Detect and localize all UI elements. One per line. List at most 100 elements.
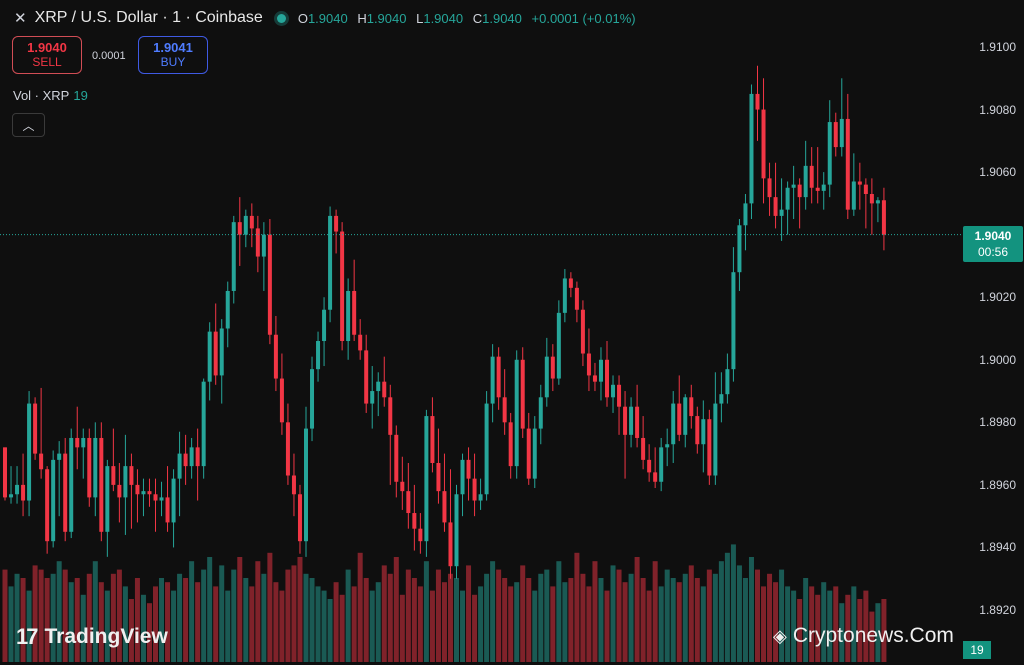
high-label: H bbox=[357, 10, 367, 26]
buy-button[interactable]: 1.9041 BUY bbox=[138, 36, 208, 74]
candle-body bbox=[243, 215, 248, 235]
candle-body bbox=[364, 350, 369, 404]
volume-bar bbox=[225, 590, 231, 662]
volume-bar bbox=[718, 561, 724, 662]
price-tick-label: 1.9100 bbox=[979, 40, 1016, 54]
volume-bar bbox=[153, 586, 158, 662]
volume-bar bbox=[791, 590, 797, 662]
candle-body bbox=[105, 466, 110, 532]
candle-body bbox=[165, 497, 170, 523]
volume-bar bbox=[32, 565, 38, 662]
volume-bar bbox=[634, 557, 640, 662]
volume-bar bbox=[447, 573, 453, 662]
candle-body bbox=[544, 356, 549, 398]
volume-bar bbox=[851, 586, 857, 662]
volume-bar bbox=[712, 573, 718, 662]
volume-bar bbox=[387, 573, 393, 662]
volume-bar bbox=[267, 552, 273, 662]
symbol-title[interactable]: XRP / U.S. Dollar · 1 · Coinbase bbox=[34, 9, 263, 26]
volume-bar bbox=[616, 569, 622, 662]
candle-body bbox=[171, 478, 176, 523]
volume-bar bbox=[466, 565, 472, 662]
volume-bar bbox=[140, 594, 146, 662]
candle-body bbox=[87, 437, 92, 498]
chevron-up-icon[interactable]: ︿ bbox=[12, 113, 45, 137]
candle-body bbox=[749, 93, 754, 204]
sell-button[interactable]: 1.9040 SELL bbox=[12, 36, 82, 74]
candle-body bbox=[647, 459, 652, 473]
candle-body bbox=[556, 312, 561, 379]
price-tick-label: 1.9020 bbox=[979, 290, 1016, 305]
candle-body bbox=[623, 406, 628, 435]
volume-bar bbox=[658, 586, 664, 662]
volume-legend[interactable]: Vol · XRP 19 bbox=[13, 88, 88, 103]
candle-body bbox=[358, 334, 363, 351]
candle-body bbox=[201, 381, 206, 467]
close-icon[interactable]: ✕ bbox=[14, 10, 27, 27]
volume-bar bbox=[827, 590, 833, 662]
tradingview-logo: 17 TradingView bbox=[16, 624, 168, 650]
cryptonews-watermark: ◈ Cryptonews.Com bbox=[773, 624, 954, 648]
candle-body bbox=[605, 359, 609, 398]
volume-bar bbox=[490, 561, 496, 662]
candle-body bbox=[219, 328, 224, 376]
volume-bar bbox=[785, 586, 791, 662]
candle-body bbox=[183, 453, 188, 467]
candle-body bbox=[189, 447, 194, 467]
buy-price: 1.9041 bbox=[153, 40, 193, 55]
volume-bar bbox=[502, 578, 508, 662]
candle-body bbox=[57, 453, 62, 460]
volume-bar bbox=[369, 590, 375, 662]
bar-countdown: 00:56 bbox=[977, 245, 1009, 259]
candle-body bbox=[568, 278, 573, 288]
candle-body bbox=[442, 491, 447, 523]
volume-bar bbox=[243, 578, 249, 662]
candle-body bbox=[845, 118, 850, 210]
candle-body bbox=[683, 397, 688, 435]
candle-body bbox=[129, 466, 134, 485]
candle-body bbox=[322, 309, 327, 342]
volume-bar bbox=[98, 582, 104, 662]
volume-bar bbox=[411, 578, 417, 662]
candle-body bbox=[833, 122, 838, 148]
volume-bar bbox=[622, 582, 628, 662]
chart-header: ✕ XRP / U.S. Dollar · 1 · Coinbase O1.90… bbox=[14, 9, 636, 27]
volume-bar bbox=[405, 569, 411, 662]
candle-body bbox=[430, 416, 435, 463]
candle-body bbox=[225, 290, 230, 329]
volume-bar bbox=[454, 578, 459, 662]
candle-body bbox=[641, 437, 646, 460]
volume-bar bbox=[484, 573, 490, 662]
low-label: L bbox=[416, 10, 424, 26]
volume-bar bbox=[646, 590, 652, 662]
volume-bar bbox=[351, 586, 357, 662]
volume-bar bbox=[122, 586, 128, 662]
candle-body bbox=[713, 403, 718, 476]
volume-bar bbox=[363, 578, 369, 662]
candle-body bbox=[117, 484, 122, 498]
volume-bar bbox=[393, 557, 399, 662]
candle-body bbox=[508, 422, 513, 467]
tradingview-icon: 17 bbox=[16, 624, 39, 649]
candle-body bbox=[352, 290, 357, 335]
volume-bar bbox=[556, 561, 562, 662]
volume-bar bbox=[773, 582, 779, 662]
volume-bar bbox=[520, 565, 526, 662]
volume-bar bbox=[345, 569, 351, 662]
candle-body bbox=[532, 428, 537, 479]
volume-bar bbox=[195, 582, 201, 662]
volume-bar bbox=[550, 586, 556, 662]
volume-bar bbox=[568, 578, 574, 662]
volume-bar bbox=[538, 573, 544, 662]
candle-body bbox=[635, 406, 640, 438]
candle-body bbox=[267, 234, 272, 335]
candle-body bbox=[731, 272, 736, 370]
candle-body bbox=[611, 384, 616, 398]
volume-bar bbox=[592, 561, 598, 662]
candle-body bbox=[797, 184, 802, 198]
candle-body bbox=[466, 459, 471, 479]
candle-body bbox=[316, 341, 321, 370]
candle-body bbox=[803, 165, 808, 198]
candle-body bbox=[424, 416, 429, 542]
